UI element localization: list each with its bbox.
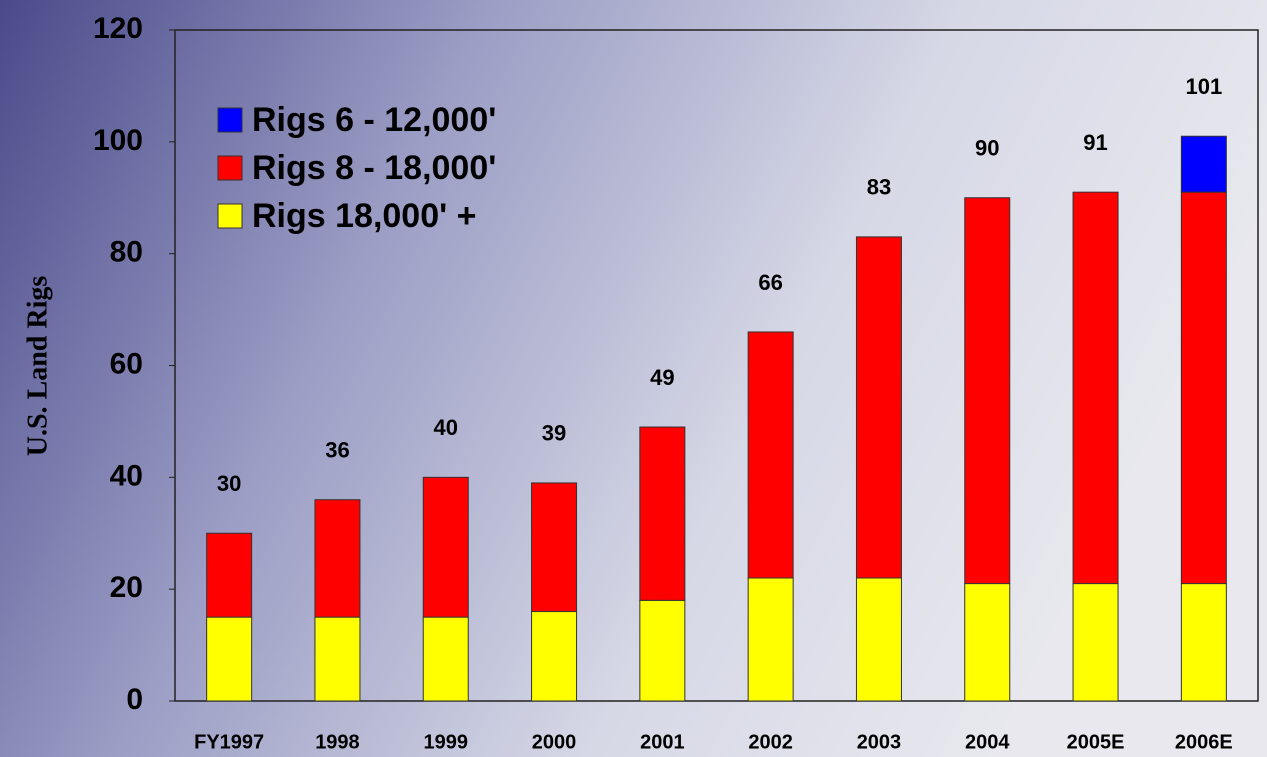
legend-label: Rigs 8 - 18,000' — [252, 149, 496, 187]
y-tick-label: 120 — [93, 12, 143, 45]
bar-segment — [531, 611, 578, 702]
bar-segment — [639, 599, 686, 702]
bar-segment — [964, 583, 1011, 702]
x-tick-label: 2004 — [965, 731, 1010, 753]
bar-segment — [964, 197, 1011, 585]
total-label: 36 — [325, 438, 349, 463]
bar-segment — [206, 532, 253, 618]
bar-segment — [1072, 191, 1119, 585]
total-label: 90 — [975, 136, 999, 161]
x-tick-label: 2002 — [748, 731, 793, 753]
y-tick-label: 40 — [110, 459, 143, 492]
y-tick-label: 60 — [110, 347, 143, 380]
bar-segment — [422, 616, 469, 702]
bar-segment — [531, 482, 578, 613]
x-tick-label: 1998 — [315, 731, 360, 753]
y-tick-label: 100 — [93, 124, 143, 157]
bar-segment — [1180, 583, 1227, 702]
bar-segment — [1180, 191, 1227, 585]
bar-segment — [314, 499, 361, 618]
x-tick-label: 2001 — [640, 731, 685, 753]
total-label: 101 — [1185, 74, 1222, 99]
bar-segment — [422, 476, 469, 618]
bar-segment — [639, 426, 686, 601]
x-tick-label: 2005E — [1067, 731, 1125, 753]
total-label: 40 — [434, 415, 458, 440]
total-label: 49 — [650, 365, 674, 390]
y-axis-title: U.S. Land Rigs — [22, 276, 53, 457]
total-label: 30 — [217, 471, 241, 496]
y-tick-label: 20 — [110, 571, 143, 604]
legend-label: Rigs 18,000' + — [252, 197, 477, 235]
legend-label: Rigs 6 - 12,000' — [252, 101, 496, 139]
bar-segment — [855, 236, 902, 579]
x-tick-label: 2000 — [532, 731, 577, 753]
total-label: 66 — [758, 270, 782, 295]
y-tick-label: 0 — [126, 683, 143, 716]
legend-swatch — [217, 107, 243, 133]
bar-segment — [747, 331, 794, 579]
total-label: 83 — [867, 175, 891, 200]
total-label: 91 — [1083, 130, 1107, 155]
x-tick-label: FY1997 — [194, 731, 264, 753]
bar-segment — [314, 616, 361, 702]
bar-segment — [747, 577, 794, 702]
x-tick-label: 2006E — [1175, 731, 1233, 753]
legend-swatch — [217, 155, 243, 181]
total-label: 39 — [542, 421, 566, 446]
bar-segment — [1072, 583, 1119, 702]
x-tick-label: 1999 — [424, 731, 469, 753]
bar-segment — [855, 577, 902, 702]
legend-swatch — [217, 203, 243, 229]
y-tick-label: 80 — [110, 236, 143, 269]
bar-segment — [1180, 135, 1227, 193]
x-tick-label: 2003 — [857, 731, 902, 753]
bar-segment — [206, 616, 253, 702]
